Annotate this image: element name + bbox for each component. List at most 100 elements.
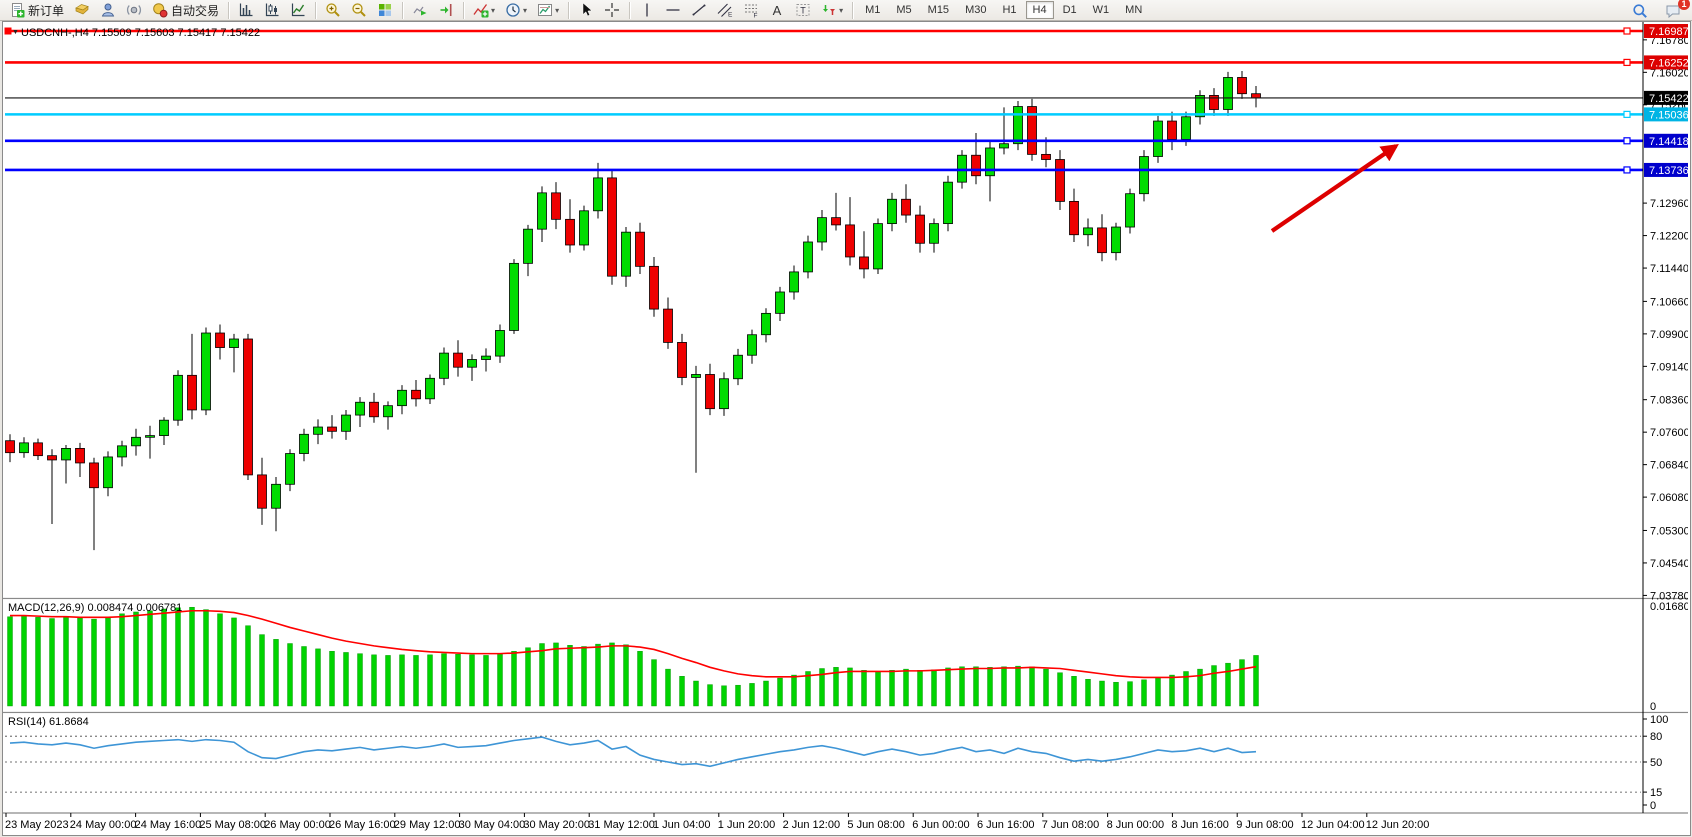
price-axis[interactable]: 7.167807.160207.152607.129607.122007.114…	[1642, 22, 1688, 813]
line-handle[interactable]	[1623, 137, 1631, 145]
timeframe-tf-d1-button[interactable]: D1	[1062, 4, 1077, 16]
timeframe-tf-h4-button[interactable]: H4	[1025, 1, 1054, 19]
search-button[interactable]	[1628, 0, 1652, 21]
indicators-button[interactable]: ▾	[469, 0, 499, 21]
macd-histogram-bar	[1239, 659, 1245, 707]
macd-histogram-bar	[105, 616, 111, 707]
templates-button[interactable]: ▾	[533, 0, 563, 21]
timeframe-tf-h1-button[interactable]: H1	[1002, 4, 1017, 16]
candlestick	[509, 259, 519, 334]
label-t-icon: T	[795, 2, 811, 18]
timeframe-tf-m30-button[interactable]: M30	[965, 4, 987, 16]
price-badge: 7.15036	[1644, 107, 1688, 122]
zoom-out-button[interactable]	[347, 0, 371, 21]
arrows-button[interactable]: ▾	[817, 0, 847, 21]
fibonacci-button[interactable]: F	[739, 0, 763, 21]
candlestick	[467, 354, 477, 381]
candlestick	[1125, 188, 1135, 234]
candlestick	[901, 184, 911, 223]
line-handle[interactable]	[1623, 110, 1631, 118]
chevron-down-icon: ▾	[839, 5, 844, 15]
horizontal-line[interactable]	[4, 27, 1644, 35]
price-tick-label: 7.12960	[1650, 198, 1688, 210]
macd-histogram-bar	[651, 659, 657, 707]
candlestick	[1223, 71, 1233, 116]
horizontal-line[interactable]	[5, 110, 1643, 118]
horizontal-line[interactable]	[5, 166, 1643, 174]
profiles-button[interactable]	[70, 0, 94, 21]
text-label-button[interactable]: T	[791, 0, 815, 21]
candlestick	[33, 438, 43, 460]
macd-histogram-bar	[1015, 665, 1021, 707]
macd-histogram-bar	[1155, 677, 1161, 707]
candlestick-mode-button[interactable]	[260, 0, 284, 21]
cursor-button[interactable]	[574, 0, 598, 21]
trendline-icon	[691, 2, 707, 18]
gold-box-icon	[74, 2, 90, 18]
notifications-button[interactable]: 1	[1661, 0, 1690, 21]
time-tick-label: 30 May 20:00	[523, 819, 590, 831]
crosshair-button[interactable]	[600, 0, 624, 21]
horizontal-line[interactable]	[5, 58, 1643, 67]
timeframe-tf-w1-button[interactable]: W1	[1092, 4, 1110, 16]
candlestick	[803, 235, 813, 279]
time-tick-label: 8 Jun 00:00	[1107, 819, 1165, 831]
candlestick	[215, 324, 225, 360]
line-handle[interactable]	[1623, 58, 1631, 67]
timeframe-tf-m15-button[interactable]: M15	[927, 4, 950, 16]
macd-indicator-label: MACD(12,26,9) 0.008474 0.006781	[8, 602, 183, 614]
trend-arrow[interactable]	[1270, 144, 1399, 233]
candlestick	[1041, 137, 1051, 168]
auto-trading-button[interactable]: 自动交易	[148, 0, 223, 21]
macd-histogram-bar	[1113, 681, 1119, 707]
line-handle[interactable]	[1623, 27, 1631, 35]
text-button[interactable]: A	[765, 0, 789, 21]
line-chart-mode-button[interactable]	[286, 0, 310, 21]
cursor-icon	[578, 2, 594, 18]
vertical-line-button[interactable]	[635, 0, 659, 21]
line-handle[interactable]	[4, 27, 12, 35]
horizontal-line-button[interactable]	[661, 0, 685, 21]
rsi-axis-label: 15	[1650, 787, 1662, 799]
timeframe-tf-m5-button[interactable]: M5	[896, 4, 912, 16]
timeframe-tf-m1-button[interactable]: M1	[865, 4, 881, 16]
svg-text:A: A	[773, 3, 782, 18]
candlestick	[747, 329, 757, 364]
chart-shift-button[interactable]	[434, 0, 458, 21]
macd-histogram-bar	[133, 611, 139, 707]
bar-chart-mode-button[interactable]	[234, 0, 258, 21]
macd-histogram-bar	[119, 613, 125, 707]
main-toolbar: 新订单 自动交易 ▾ ▾ ▾ E F A T ▾ M1 M5 M15 M30 H1 H4 D1 W1 MN 1	[0, 0, 1692, 21]
new-order-button[interactable]: 新订单	[5, 0, 68, 21]
equidistant-channel-button[interactable]: E	[713, 0, 737, 21]
zoom-in-button[interactable]	[321, 0, 345, 21]
candlestick	[61, 444, 71, 484]
macd-histogram-bar	[973, 666, 979, 707]
timeframe-tf-mn-button[interactable]: MN	[1125, 4, 1143, 16]
price-tick-label: 7.09900	[1650, 329, 1688, 341]
horizontal-line[interactable]	[5, 137, 1643, 145]
tile-windows-button[interactable]	[373, 0, 397, 21]
tile-icon	[377, 2, 393, 18]
auto-scroll-button[interactable]	[408, 0, 432, 21]
candlestick	[929, 218, 939, 253]
price-tick-label: 7.06840	[1650, 460, 1688, 472]
line-handle[interactable]	[1623, 166, 1631, 174]
time-tick-label: 9 Jun 08:00	[1236, 819, 1294, 831]
chart-menu-caret-icon[interactable]: ▼	[12, 29, 19, 36]
rsi-indicator-label: RSI(14) 61.8684	[8, 716, 89, 728]
chart-shift-icon	[438, 2, 454, 18]
macd-histogram-bar	[357, 653, 363, 707]
periods-button[interactable]: ▾	[501, 0, 531, 21]
candlestick	[159, 417, 169, 445]
price-badge: 7.14418	[1644, 133, 1688, 148]
channel-icon: E	[717, 2, 733, 18]
candlestick	[411, 380, 421, 407]
toolbar-separator	[402, 1, 404, 19]
market-watch-button[interactable]	[96, 0, 120, 21]
macd-histogram-bar	[175, 607, 181, 707]
trendline-button[interactable]	[687, 0, 711, 21]
candlestick	[1013, 100, 1023, 151]
broadcast-button[interactable]	[122, 0, 146, 21]
